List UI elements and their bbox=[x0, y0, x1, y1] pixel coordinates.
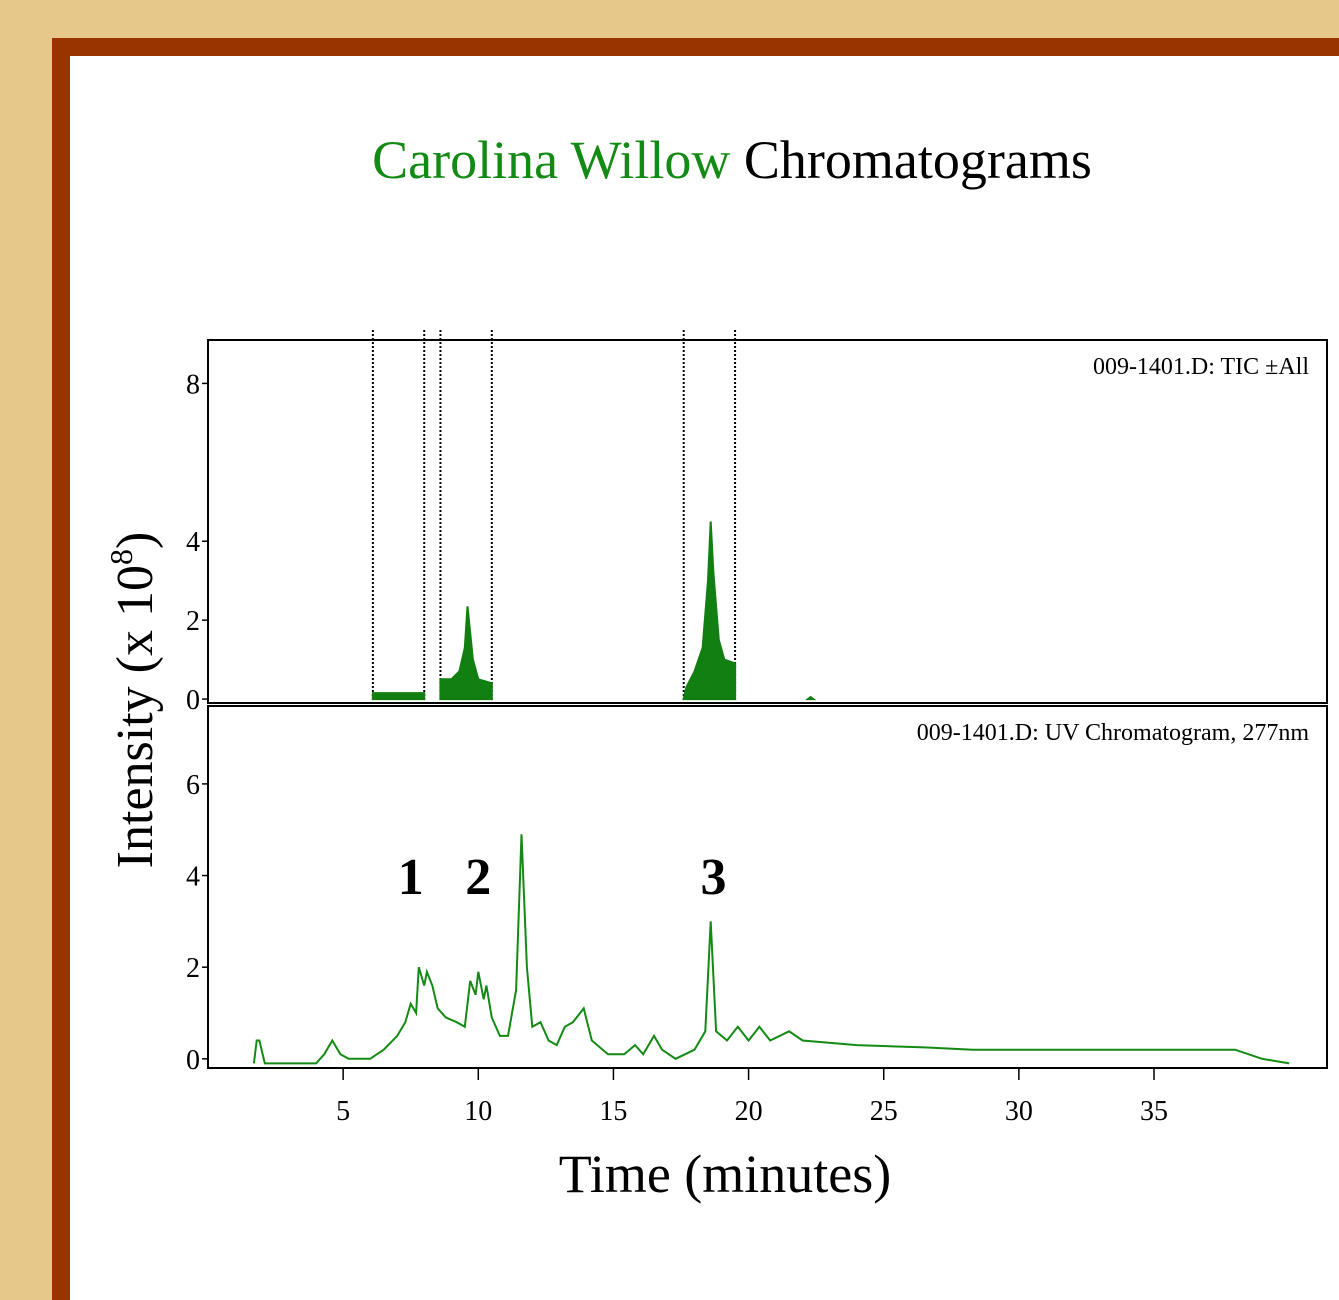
y-tick-label: 2 bbox=[186, 606, 200, 637]
y-tick-label: 2 bbox=[186, 953, 200, 984]
title-part: Chromatograms bbox=[744, 130, 1092, 190]
y-tick-label: 0 bbox=[186, 685, 200, 716]
tic-area bbox=[371, 521, 817, 701]
y-tick-label: 4 bbox=[186, 527, 200, 558]
x-tick-label: 15 bbox=[599, 1096, 627, 1127]
x-tick-label: 35 bbox=[1140, 1096, 1168, 1127]
y-axis-label: Intensity (x 108) bbox=[103, 532, 164, 869]
y-tick-label: 6 bbox=[186, 770, 200, 801]
y-tick-label: 0 bbox=[186, 1045, 200, 1076]
panel-frame bbox=[207, 705, 1328, 1069]
panel-label: 009-1401.D: UV Chromatogram, 277nm bbox=[917, 720, 1310, 746]
title: Carolina Willow Chromatograms bbox=[372, 130, 1092, 190]
x-tick-label: 25 bbox=[870, 1096, 898, 1127]
x-axis-label: Time (minutes) bbox=[559, 1144, 892, 1204]
x-tick-label: 30 bbox=[1005, 1096, 1033, 1127]
y-tick-label: 4 bbox=[186, 862, 200, 893]
panel-label: 009-1401.D: TIC ±All bbox=[1093, 354, 1309, 380]
x-tick-label: 5 bbox=[336, 1096, 350, 1127]
x-tick-label: 20 bbox=[735, 1096, 763, 1127]
y-label-part: Intensity (x 10 bbox=[107, 565, 164, 868]
title-part: Carolina Willow bbox=[372, 130, 730, 190]
y-label-part: ) bbox=[107, 532, 164, 549]
panel-frame bbox=[207, 339, 1328, 704]
x-tick-label: 10 bbox=[464, 1096, 492, 1127]
peak-label: 2 bbox=[465, 849, 491, 906]
peak-label: 1 bbox=[398, 849, 424, 906]
y-label-sup: 8 bbox=[103, 549, 139, 565]
peak-label: 3 bbox=[700, 849, 726, 906]
y-tick-label: 8 bbox=[186, 369, 200, 400]
uv-line bbox=[252, 834, 1290, 1065]
